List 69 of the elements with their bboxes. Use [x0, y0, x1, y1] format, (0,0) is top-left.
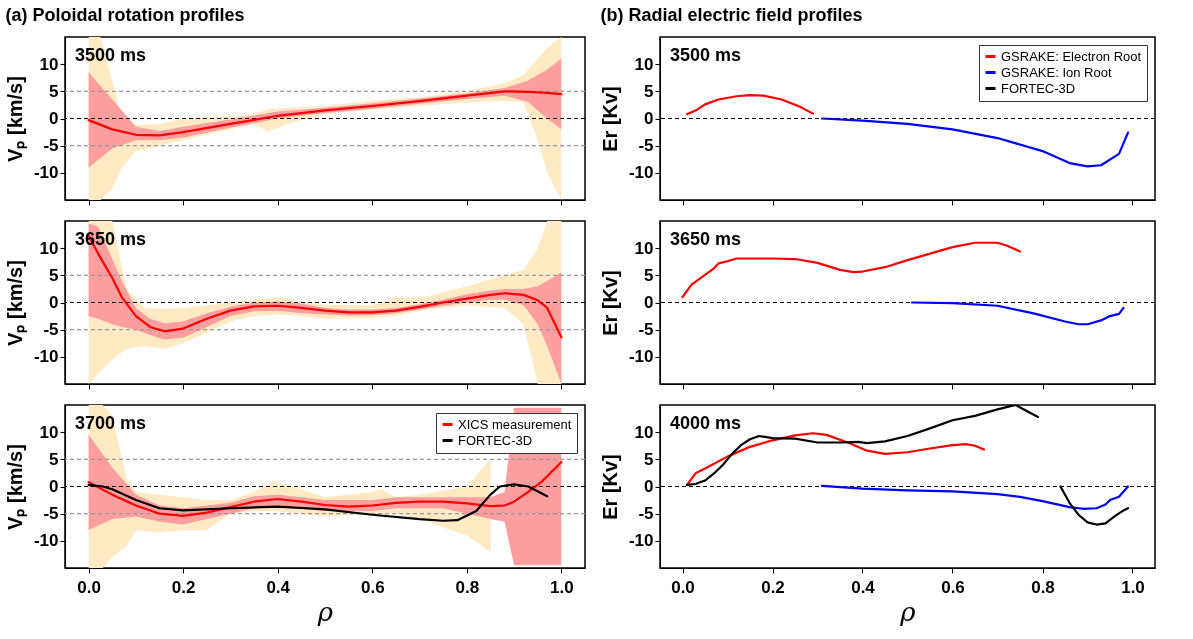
- y-tick-label: 10: [634, 422, 654, 442]
- line-series: [910, 301, 1125, 326]
- y-tick-label: 0: [644, 109, 654, 128]
- line-series: [685, 94, 815, 116]
- x-tick-label: 0.6: [941, 577, 965, 597]
- chart-title: (b) Radial electric field profiles: [600, 5, 863, 25]
- x-tick-label: 1.0: [550, 577, 574, 597]
- legend-label: XICS measurement: [458, 416, 572, 432]
- y-tick-label: -5: [638, 136, 654, 156]
- y-axis-title: Vₚ [km/s]: [3, 76, 28, 162]
- line-series: [685, 432, 986, 486]
- y-tick-label: 5: [644, 265, 654, 285]
- annotation: 4000 ms: [670, 413, 742, 433]
- y-tick-label: 5: [49, 81, 59, 101]
- line-series: [87, 460, 563, 517]
- x-tick-label: 0.8: [455, 577, 480, 597]
- x-axis-title: ρ: [899, 596, 917, 627]
- y-tick-label: 10: [39, 422, 59, 442]
- y-tick-label: 10: [39, 238, 59, 258]
- y-tick-label: -10: [33, 531, 59, 551]
- y-axis-title: Vₚ [km/s]: [3, 444, 28, 530]
- y-tick-label: 0: [49, 109, 59, 128]
- line-series: [820, 484, 1130, 510]
- y-tick-label: -10: [628, 531, 654, 551]
- annotation: 3500 ms: [670, 45, 742, 65]
- y-tick-label: -5: [638, 320, 654, 340]
- chart-title: (a) Poloidal rotation profiles: [5, 5, 245, 25]
- x-tick-label: 0.2: [171, 577, 196, 597]
- y-tick-label: -10: [33, 163, 59, 183]
- x-tick-label: 0.4: [266, 577, 291, 597]
- y-axis-title: Vₚ [km/s]: [3, 260, 28, 346]
- y-tick-label: 5: [644, 449, 654, 469]
- x-tick-label: 0.0: [671, 577, 695, 597]
- y-tick-label: -5: [638, 504, 654, 524]
- y-axis-title: Er [Kv]: [598, 454, 621, 520]
- y-tick-label: -5: [43, 136, 59, 156]
- x-tick-label: 0.2: [761, 577, 785, 597]
- y-axis-title: Er [Kv]: [598, 86, 621, 152]
- y-tick-label: 0: [49, 293, 59, 312]
- x-tick-label: 0.4: [851, 577, 876, 597]
- annotation: 3500 ms: [75, 45, 147, 65]
- y-tick-label: -10: [628, 347, 654, 367]
- y-tick-label: -10: [33, 347, 59, 367]
- legend-label: GSRAKE: Electron Root: [1001, 48, 1142, 64]
- y-tick-label: 10: [634, 54, 654, 74]
- x-tick-label: 0.8: [1031, 577, 1055, 597]
- y-tick-label: 0: [644, 477, 654, 496]
- y-tick-label: 5: [49, 449, 59, 469]
- x-tick-label: 1.0: [1121, 577, 1145, 597]
- x-tick-label: 0.0: [77, 577, 101, 597]
- y-tick-label: 5: [644, 81, 654, 101]
- x-tick-label: 0.6: [360, 577, 385, 597]
- y-tick-label: 0: [644, 293, 654, 312]
- legend-label: GSRAKE: Ion Root: [1001, 64, 1112, 80]
- annotation: 3650 ms: [670, 229, 742, 249]
- y-tick-label: -10: [628, 163, 654, 183]
- line-series: [87, 90, 563, 137]
- x-axis-title: ρ: [316, 596, 334, 627]
- legend-label: FORTEC-3D: [458, 432, 533, 448]
- line-series: [820, 117, 1130, 168]
- y-tick-label: -5: [43, 320, 59, 340]
- y-axis-title: Er [Kv]: [598, 270, 621, 336]
- y-tick-label: 0: [49, 477, 59, 496]
- y-tick-label: 10: [39, 54, 59, 74]
- annotation: 3700 ms: [75, 413, 147, 433]
- y-tick-label: 10: [634, 238, 654, 258]
- y-tick-label: -5: [43, 504, 59, 524]
- legend-label: FORTEC-3D: [1001, 80, 1076, 96]
- y-tick-label: 5: [49, 265, 59, 285]
